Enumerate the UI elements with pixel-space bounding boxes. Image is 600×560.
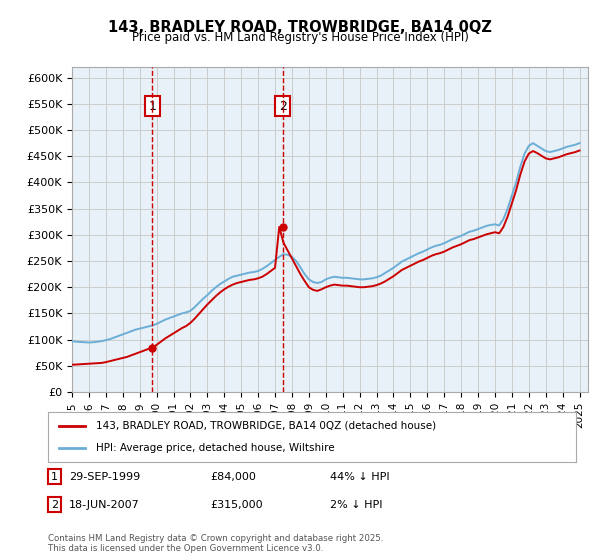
Text: 29-SEP-1999: 29-SEP-1999	[69, 472, 140, 482]
Text: £315,000: £315,000	[210, 500, 263, 510]
Text: 1: 1	[51, 472, 58, 482]
Text: Price paid vs. HM Land Registry's House Price Index (HPI): Price paid vs. HM Land Registry's House …	[131, 31, 469, 44]
Text: 143, BRADLEY ROAD, TROWBRIDGE, BA14 0QZ: 143, BRADLEY ROAD, TROWBRIDGE, BA14 0QZ	[108, 20, 492, 35]
Text: HPI: Average price, detached house, Wiltshire: HPI: Average price, detached house, Wilt…	[95, 443, 334, 453]
Text: 18-JUN-2007: 18-JUN-2007	[69, 500, 140, 510]
Text: 2% ↓ HPI: 2% ↓ HPI	[330, 500, 383, 510]
Text: 44% ↓ HPI: 44% ↓ HPI	[330, 472, 389, 482]
Text: 143, BRADLEY ROAD, TROWBRIDGE, BA14 0QZ (detached house): 143, BRADLEY ROAD, TROWBRIDGE, BA14 0QZ …	[95, 421, 436, 431]
Text: 2: 2	[51, 500, 58, 510]
Text: £84,000: £84,000	[210, 472, 256, 482]
Text: Contains HM Land Registry data © Crown copyright and database right 2025.
This d: Contains HM Land Registry data © Crown c…	[48, 534, 383, 553]
Text: 2: 2	[279, 100, 287, 113]
Text: 1: 1	[148, 100, 156, 113]
